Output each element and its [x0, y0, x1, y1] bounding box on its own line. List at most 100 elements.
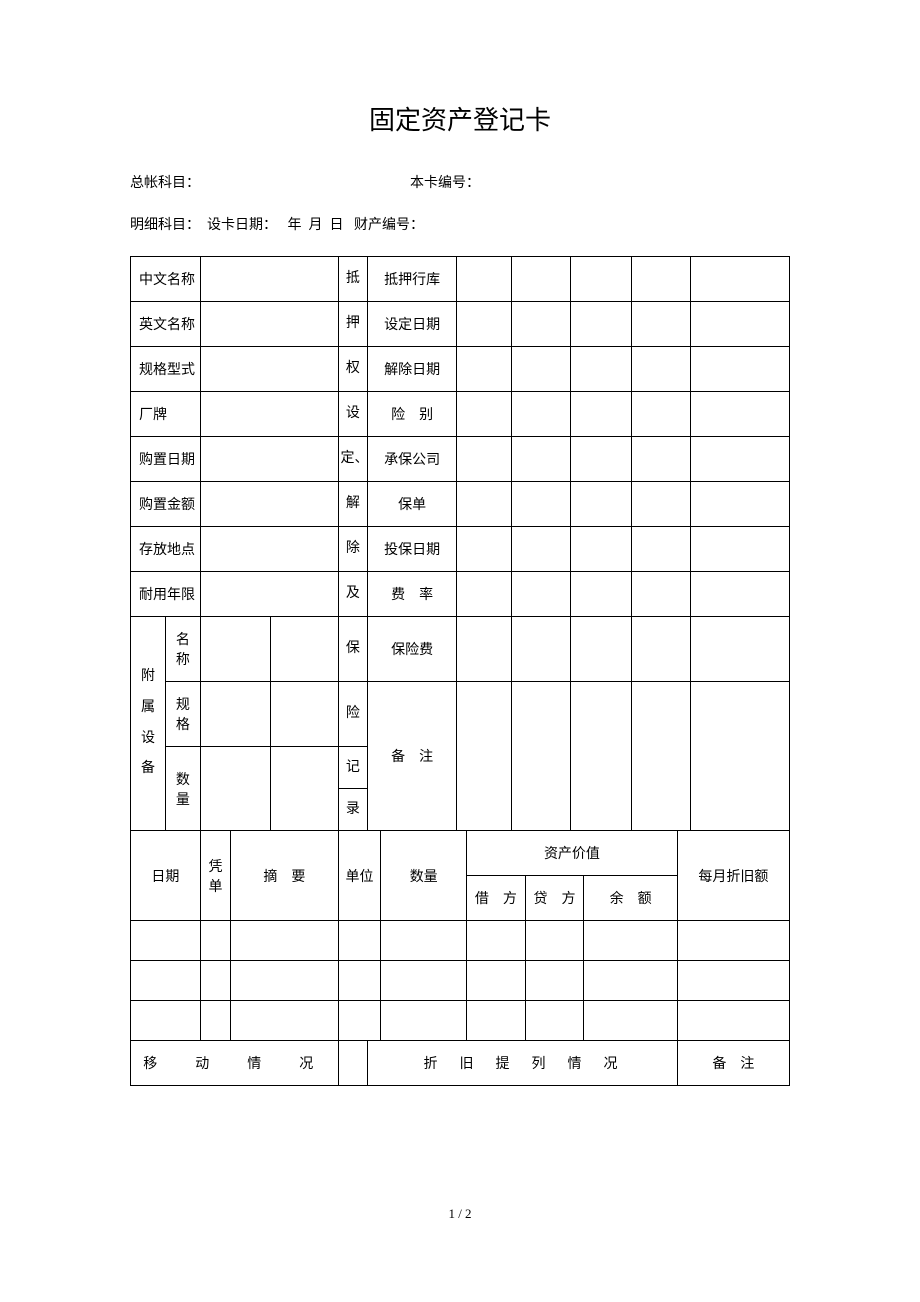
value-policy-5 [691, 482, 790, 527]
data-row-2 [131, 961, 790, 1001]
value-mortgage-bank-3 [571, 257, 632, 302]
value-policy-1 [457, 482, 512, 527]
label-release-date: 解除日期 [368, 347, 457, 392]
value-rate-5 [691, 572, 790, 617]
property-no-label: 财产编号： [354, 214, 424, 234]
value-insurer-1 [457, 437, 512, 482]
card-date-label: 设卡日期： [207, 214, 277, 234]
value-acc-name-2 [270, 617, 338, 682]
value-release-date-5 [691, 347, 790, 392]
label-debit: 借 方 [467, 876, 526, 921]
value-acc-name-1 [200, 617, 270, 682]
value-insurance-type-2 [512, 392, 571, 437]
value-set-date-1 [457, 302, 512, 347]
label-english-name: 英文名称 [131, 302, 201, 347]
value-remarks-4 [631, 682, 690, 831]
label-service-life: 耐用年限 [131, 572, 201, 617]
label-premium: 保险费 [368, 617, 457, 682]
value-remarks-3 [571, 682, 632, 831]
value-policy-3 [571, 482, 632, 527]
value-acc-spec-1 [200, 682, 270, 747]
mortgage-char-2: 权 [338, 347, 368, 392]
value-purchase-amount [200, 482, 338, 527]
mortgage-char-10: 记 [338, 747, 368, 789]
label-chinese-name: 中文名称 [131, 257, 201, 302]
value-release-date-2 [512, 347, 571, 392]
value-set-date-4 [631, 302, 690, 347]
label-quantity: 数量 [381, 831, 467, 921]
label-purchase-amount: 购置金额 [131, 482, 201, 527]
value-insurance-type-5 [691, 392, 790, 437]
data-row-1 [131, 921, 790, 961]
value-premium-4 [631, 617, 690, 682]
date-year: 年 [288, 214, 302, 234]
value-mortgage-bank-4 [631, 257, 690, 302]
mortgage-char-1: 押 [338, 302, 368, 347]
label-purchase-date: 购置日期 [131, 437, 201, 482]
mortgage-char-11: 录 [338, 789, 368, 831]
main-table: 中文名称 抵 抵押行库 英文名称 押 设定日期 规格型式 权 解除日期 厂牌 设… [130, 256, 790, 1086]
general-ledger-label: 总帐科目： [130, 172, 410, 192]
value-remarks-1 [457, 682, 512, 831]
value-set-date-2 [512, 302, 571, 347]
date-day: 日 [330, 214, 344, 234]
label-storage-location: 存放地点 [131, 527, 201, 572]
value-insure-date-4 [631, 527, 690, 572]
label-asset-value: 资产价值 [467, 831, 678, 876]
value-acc-spec-2 [270, 682, 338, 747]
value-storage-location [200, 527, 338, 572]
value-release-date-3 [571, 347, 632, 392]
page-title: 固定资产登记卡 [130, 100, 790, 137]
value-insure-date-2 [512, 527, 571, 572]
value-rate-4 [631, 572, 690, 617]
label-mortgage-bank: 抵押行库 [368, 257, 457, 302]
data-row-3 [131, 1001, 790, 1041]
value-chinese-name [200, 257, 338, 302]
label-insurer: 承保公司 [368, 437, 457, 482]
label-set-date: 设定日期 [368, 302, 457, 347]
label-depreciation-situation: 折 旧 提 列 情 况 [368, 1041, 678, 1086]
label-movement-situation: 移 动 情 况 [131, 1041, 339, 1086]
value-acc-qty-2 [270, 747, 338, 831]
mortgage-char-5: 解 [338, 482, 368, 527]
label-acc-name: 名称 [165, 617, 200, 682]
mortgage-char-8: 保 [338, 617, 368, 682]
value-mortgage-bank-2 [512, 257, 571, 302]
value-mortgage-bank-5 [691, 257, 790, 302]
value-insurer-3 [571, 437, 632, 482]
header-row-2: 明细科目： 设卡日期： 年 月 日 财产编号： [130, 214, 790, 234]
value-insure-date-1 [457, 527, 512, 572]
detail-ledger-label: 明细科目： [130, 214, 200, 234]
label-date: 日期 [131, 831, 201, 921]
label-monthly-depreciation: 每月折旧额 [677, 831, 789, 921]
value-insurer-2 [512, 437, 571, 482]
value-spec-model [200, 347, 338, 392]
label-balance: 余 额 [584, 876, 678, 921]
value-insurer-5 [691, 437, 790, 482]
value-purchase-date [200, 437, 338, 482]
label-summary: 摘 要 [231, 831, 338, 921]
label-accessory-equipment: 附属设备 [131, 617, 166, 831]
mortgage-char-9: 险 [338, 682, 368, 747]
mortgage-char-6: 除 [338, 527, 368, 572]
value-release-date-4 [631, 347, 690, 392]
mortgage-char-4: 定、 [338, 437, 368, 482]
label-remarks: 备 注 [368, 682, 457, 831]
value-insurer-4 [631, 437, 690, 482]
label-insurance-type: 险 别 [368, 392, 457, 437]
label-remarks2: 备 注 [677, 1041, 789, 1086]
value-policy-2 [512, 482, 571, 527]
value-mortgage-bank-1 [457, 257, 512, 302]
mortgage-char-3: 设 [338, 392, 368, 437]
value-insure-date-3 [571, 527, 632, 572]
value-remarks-5 [691, 682, 790, 831]
mortgage-char-7: 及 [338, 572, 368, 617]
value-brand [200, 392, 338, 437]
value-insurance-type-1 [457, 392, 512, 437]
label-insure-date: 投保日期 [368, 527, 457, 572]
value-premium-1 [457, 617, 512, 682]
value-set-date-5 [691, 302, 790, 347]
label-spec-model: 规格型式 [131, 347, 201, 392]
value-rate-3 [571, 572, 632, 617]
date-month: 月 [309, 214, 323, 234]
